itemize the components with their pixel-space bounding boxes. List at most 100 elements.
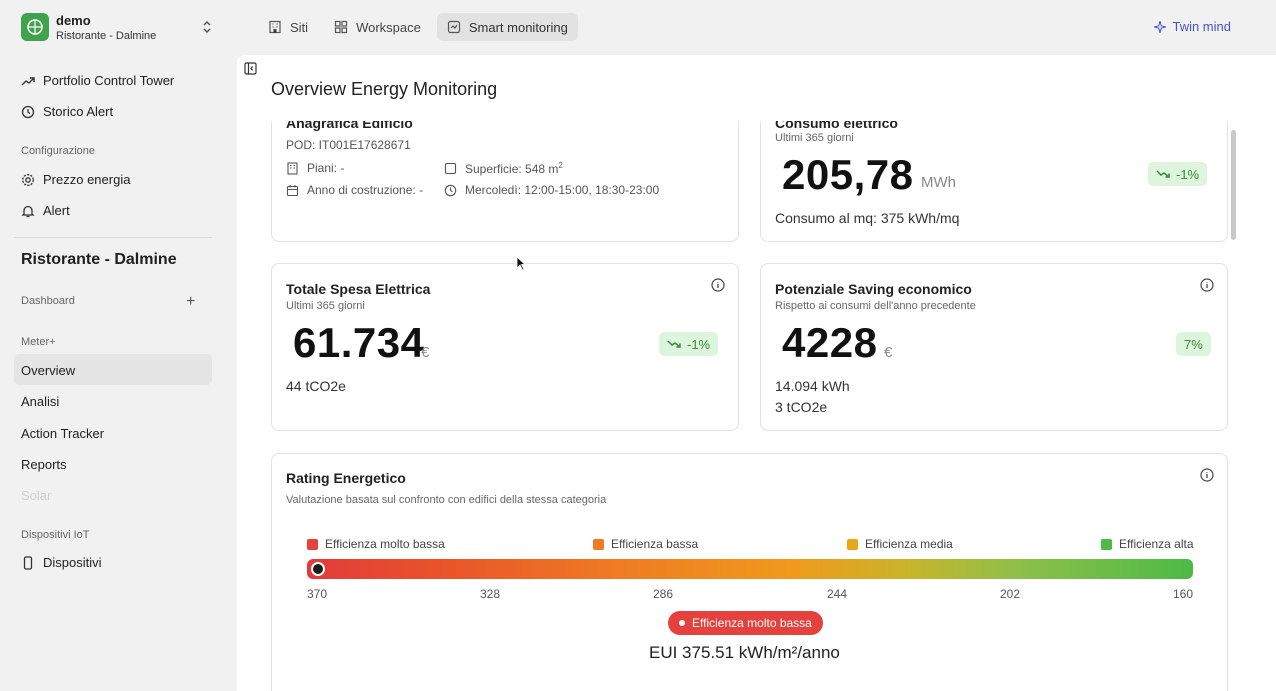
collapse-sidebar-button[interactable] <box>244 62 257 80</box>
org-site: Ristorante - Dalmine <box>56 30 157 42</box>
twin-mind-button[interactable]: Twin mind <box>1154 19 1231 34</box>
pill-dot <box>679 620 685 626</box>
legend-label: Efficienza alta <box>1119 537 1194 551</box>
sparkle-icon <box>1154 20 1167 33</box>
active-item-highlight <box>14 354 212 385</box>
saving-unit: € <box>884 344 893 361</box>
badge-label: -1% <box>687 336 711 352</box>
sidebar-item-label: Alert <box>43 203 70 218</box>
card-subtitle: Ultimi 365 giorni <box>775 132 854 144</box>
info-icon[interactable] <box>711 278 725 292</box>
card-anagrafica: Anagrafica Edificio POD: IT001E17628671 … <box>271 121 739 242</box>
grid-icon <box>334 20 348 34</box>
card-consumo-elettrico: Consumo elettrico Ultimi 365 giorni 205,… <box>760 121 1228 242</box>
app-logo[interactable] <box>21 13 49 41</box>
chevron-up-down-icon <box>203 20 211 34</box>
card-subtitle: Valutazione basata sul confronto con edi… <box>286 494 607 506</box>
sidebar-item-portfolio[interactable]: Portfolio Control Tower <box>21 73 174 88</box>
superficie-value: Superficie: 548 m <box>465 162 559 176</box>
dashboard-scroll-area[interactable]: Anagrafica Edificio POD: IT001E17628671 … <box>237 121 1276 691</box>
efficiency-marker <box>311 562 325 576</box>
building-icon <box>287 161 298 175</box>
legend-label: Efficienza media <box>865 537 953 551</box>
spesa-value: 61.734 <box>293 319 425 366</box>
square-icon <box>444 162 457 175</box>
card-title: Totale Spesa Elettrica <box>286 281 431 297</box>
section-meter: Meter+ <box>21 336 56 348</box>
card-subtitle: Ultimi 365 giorni <box>286 300 365 312</box>
nav-smart-monitoring[interactable]: Smart monitoring <box>436 13 578 41</box>
badge-label: 7% <box>1184 336 1203 352</box>
superficie-text: Superficie: 548 m2 <box>465 161 563 176</box>
nav-siti-label: Siti <box>290 19 309 35</box>
orari-text: Mercoledì: 12:00-15:00, 18:30-23:00 <box>465 183 660 197</box>
nav-siti[interactable]: Siti <box>258 13 318 41</box>
trend-down-icon <box>1156 170 1170 178</box>
superficie-field: Superficie: 548 m2 <box>444 161 563 176</box>
pod-text: POD: IT001E17628671 <box>286 138 411 152</box>
anno-field: Anno di costruzione: - <box>286 183 423 197</box>
card-title: Anagrafica Edificio <box>286 121 413 131</box>
mouse-cursor-icon <box>516 256 526 271</box>
anno-text: Anno di costruzione: - <box>307 183 424 197</box>
legend-item: Efficienza molto bassa <box>307 537 445 551</box>
sidebar-item-label: Dispositivi <box>43 555 102 570</box>
card-potenziale-saving: Potenziale Saving economico Rispetto ai … <box>760 263 1228 431</box>
add-dashboard-button[interactable]: + <box>186 293 196 310</box>
consumo-unit: MWh <box>921 174 956 191</box>
building-icon <box>269 20 281 34</box>
sidebar-item-dispositivi[interactable]: Dispositivi <box>21 555 102 570</box>
sidebar: Portfolio Control Tower Storico Alert Co… <box>0 55 227 691</box>
sidebar-item-overview[interactable]: Overview <box>21 363 76 378</box>
sidebar-item-storico-alert[interactable]: Storico Alert <box>21 104 113 119</box>
monitor-icon <box>447 20 460 34</box>
consumo-trend-badge: -1% <box>1148 162 1208 186</box>
badge-label: -1% <box>1176 166 1200 182</box>
legend-label: Efficienza molto bassa <box>325 537 445 551</box>
scale-tick: 328 <box>480 587 501 601</box>
top-navigation: Siti Workspace Smart monitoring <box>258 13 578 41</box>
eui-value: EUI 375.51 kWh/m²/anno <box>649 643 840 662</box>
piani-text: Piani: - <box>307 161 345 175</box>
nav-workspace[interactable]: Workspace <box>324 13 431 41</box>
info-icon[interactable] <box>1200 278 1214 292</box>
legend-item: Efficienza media <box>847 537 953 551</box>
sidebar-item-solar: Solar <box>21 488 52 503</box>
consumo-per-mq: Consumo al mq: 375 kWh/mq <box>775 210 960 226</box>
scale-tick: 286 <box>653 587 674 601</box>
efficiency-scale-bar <box>307 559 1193 579</box>
sidebar-item-action-tracker[interactable]: Action Tracker <box>21 426 105 441</box>
efficiency-class-pill: Efficienza molto bassa <box>668 611 823 635</box>
history-icon <box>21 105 35 118</box>
sidebar-item-label: Portfolio Control Tower <box>43 73 175 88</box>
sidebar-item-label: Storico Alert <box>43 104 114 119</box>
page-title: Overview Energy Monitoring <box>271 79 498 99</box>
superficie-superscript: 2 <box>558 161 563 170</box>
card-title: Potenziale Saving economico <box>775 281 972 297</box>
legend-swatch <box>307 538 318 550</box>
sidebar-item-alert[interactable]: Alert <box>21 203 70 218</box>
scale-tick: 202 <box>1000 587 1021 601</box>
org-name: demo <box>56 13 91 28</box>
saving-co2: 3 tCO2e <box>775 399 828 415</box>
consumo-value: 205,78 <box>782 151 914 198</box>
legend-swatch <box>593 538 604 550</box>
trend-up-icon <box>21 76 35 85</box>
scrollbar[interactable] <box>1231 130 1236 240</box>
saving-value: 4228 <box>782 319 878 366</box>
sidebar-item-label: Prezzo energia <box>43 172 131 187</box>
sidebar-item-reports[interactable]: Reports <box>21 457 67 472</box>
spesa-co2: 44 tCO2e <box>286 378 346 394</box>
scale-tick: 370 <box>307 587 328 601</box>
card-title: Rating Energetico <box>286 470 406 486</box>
trend-down-icon <box>667 340 681 348</box>
sidebar-item-prezzo-energia[interactable]: Prezzo energia <box>21 172 130 187</box>
section-iot: Dispositivi IoT <box>21 529 90 541</box>
org-switcher[interactable] <box>201 19 213 40</box>
pill-label: Efficienza molto bassa <box>692 616 812 630</box>
card-subtitle: Rispetto ai consumi dell'anno precedente <box>775 300 976 312</box>
nav-workspace-label: Workspace <box>356 19 421 35</box>
sidebar-item-analisi[interactable]: Analisi <box>21 394 60 409</box>
info-icon[interactable] <box>1200 468 1214 482</box>
legend-item: Efficienza bassa <box>593 537 698 551</box>
